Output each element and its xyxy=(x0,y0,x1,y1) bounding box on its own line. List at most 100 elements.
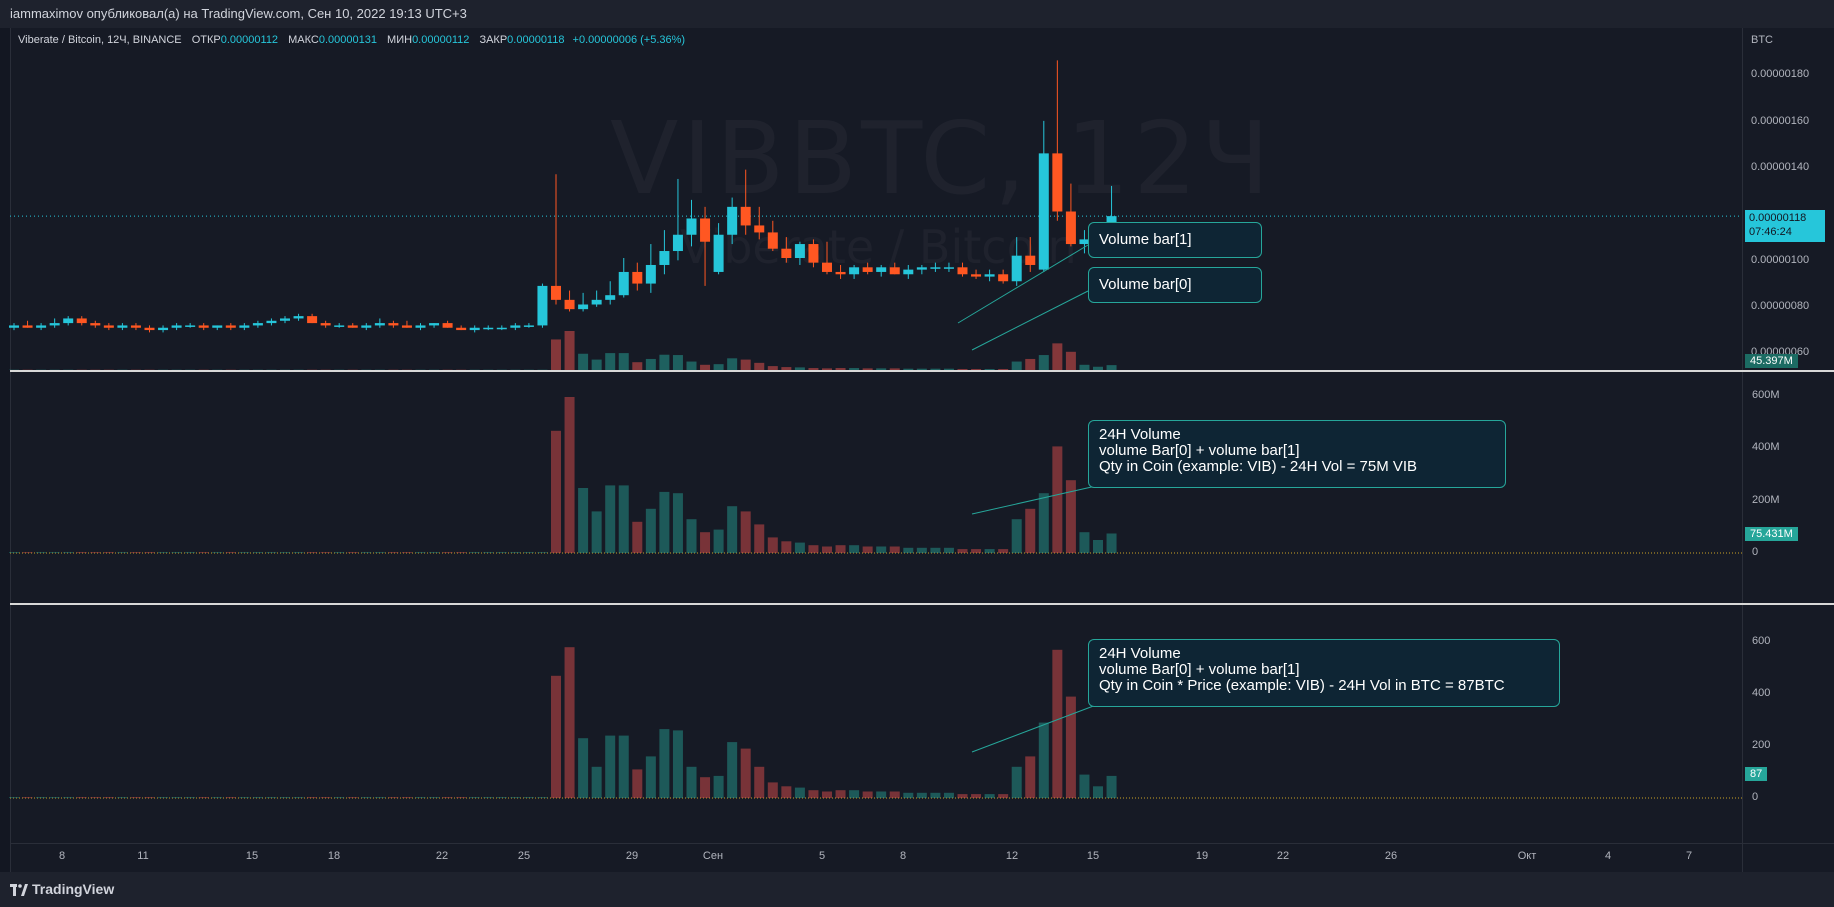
btc-vol-bar xyxy=(713,775,724,798)
btc-vol-bar xyxy=(469,797,480,798)
btc-vol-bar xyxy=(1038,722,1049,798)
chart-frame[interactable] xyxy=(10,28,1834,872)
btc-vol-bar xyxy=(36,797,47,798)
btc-vol-bar xyxy=(889,791,900,798)
price-axis-divider xyxy=(1742,28,1743,872)
symbol-legend: Viberate / Bitcoin, 12Ч, BINANCE ОТКР0.0… xyxy=(18,34,685,46)
btc-vol-bar xyxy=(957,794,968,798)
vol24-bar xyxy=(158,552,169,553)
btc-tick: 200 xyxy=(1752,739,1771,751)
vol24-bar xyxy=(645,508,656,553)
vol24-bar xyxy=(185,552,196,553)
volume-tag: 45.397M xyxy=(1745,354,1798,368)
candle-body xyxy=(862,267,873,272)
candle-body xyxy=(767,232,778,249)
bar-countdown: 07:46:24 xyxy=(1749,226,1792,238)
vol24-bar xyxy=(49,552,60,553)
btc-vol-bar xyxy=(483,797,494,798)
btc-vol-bar xyxy=(130,797,141,798)
vol24-bar xyxy=(76,552,87,553)
candle-body xyxy=(429,323,440,326)
time-tick: 15 xyxy=(245,850,259,862)
vol24-bar xyxy=(225,552,236,553)
vol24-bar xyxy=(727,506,738,553)
candle-body xyxy=(239,325,250,328)
candle-body xyxy=(822,262,832,272)
vol24-bar xyxy=(889,546,900,553)
btc-vol-bar xyxy=(808,790,819,798)
candle-body xyxy=(361,325,372,328)
candle-body xyxy=(347,325,358,328)
footer-bar: TradingView xyxy=(0,872,1834,907)
vol24-bar xyxy=(117,552,128,553)
time-tick: 19 xyxy=(1195,850,1209,862)
candle-body xyxy=(293,316,304,319)
vol24-bar xyxy=(930,547,941,553)
footer-brand[interactable]: TradingView xyxy=(32,881,115,897)
btc-vol-bar xyxy=(1052,649,1063,798)
volume-bar xyxy=(591,359,602,370)
volume-bar xyxy=(998,369,1009,370)
volume-bar xyxy=(618,353,629,370)
candle-body xyxy=(212,325,223,328)
volume-bar xyxy=(930,368,941,370)
candle-body xyxy=(984,274,995,277)
candle-body xyxy=(998,274,1009,282)
btc-vol-bar xyxy=(90,797,101,798)
candle-body xyxy=(727,206,738,235)
pane-separator[interactable] xyxy=(10,603,1834,605)
volume-bar xyxy=(578,353,589,370)
vol24-bar xyxy=(1079,532,1090,553)
callout-volume-bar-0[interactable]: Volume bar[0] xyxy=(1088,267,1262,303)
pane-separator[interactable] xyxy=(10,370,1834,372)
vol24-bar xyxy=(198,552,209,553)
candle-body xyxy=(144,327,155,331)
candle-body xyxy=(415,325,426,328)
callout-line: 24H Volume xyxy=(1099,645,1181,662)
tradingview-logo-icon xyxy=(10,884,28,896)
callout-volume-bar-1[interactable]: Volume bar[1] xyxy=(1088,222,1262,258)
publisher-bar: iammaximov опубликовал(а) на TradingView… xyxy=(0,0,1834,28)
btc-vol-bar xyxy=(849,790,860,798)
volume-bar xyxy=(564,331,575,370)
btc-vol-bar xyxy=(998,794,1009,798)
candle-body xyxy=(198,325,209,328)
vol24-bar xyxy=(537,552,548,553)
btc-vol-bar xyxy=(103,797,114,798)
vol24-bar xyxy=(943,547,954,553)
callout-24h-volume-btc[interactable]: 24H Volume volume Bar[0] + volume bar[1]… xyxy=(1088,639,1560,707)
btc-vol-bar xyxy=(740,748,751,798)
vol24-bar xyxy=(781,541,792,553)
candle-body xyxy=(754,225,765,233)
btc-vol-bar xyxy=(1011,766,1022,798)
symbol-title[interactable]: Viberate / Bitcoin, 12Ч, BINANCE xyxy=(18,34,182,46)
change-value: +0.00000006 (+5.36%) xyxy=(572,34,686,46)
vol24-bar xyxy=(1025,508,1036,553)
btc-vol-bar xyxy=(361,797,372,798)
candle-body xyxy=(103,325,114,328)
volume-overlay xyxy=(9,331,1117,370)
btc-vol-bar xyxy=(930,792,941,798)
btc-vol-bar xyxy=(496,797,507,798)
callout-pointer xyxy=(971,485,1097,515)
btc-vol-bar xyxy=(916,792,927,798)
btc-vol-bar xyxy=(605,735,616,798)
btc-vol-bar xyxy=(429,797,440,798)
btc-vol-bar xyxy=(971,794,982,798)
btc-vol-bar xyxy=(76,797,87,798)
callout-24h-volume-coin[interactable]: 24H Volume volume Bar[0] + volume bar[1]… xyxy=(1088,420,1506,488)
btc-vol-bar xyxy=(158,797,169,798)
candle-body xyxy=(510,325,521,328)
btc-vol-bar xyxy=(144,797,155,798)
btc-vol-bar xyxy=(415,797,426,798)
vol24-bar xyxy=(212,552,223,553)
vol24-bar xyxy=(700,532,711,553)
btc-vol-bar xyxy=(822,791,832,798)
candle-body xyxy=(740,206,751,226)
btc-vol-bar xyxy=(618,735,629,798)
vol24-bar xyxy=(659,491,670,553)
volume-bar xyxy=(713,364,724,370)
axis-currency[interactable]: BTC xyxy=(1751,34,1773,46)
candle-body xyxy=(578,304,589,310)
